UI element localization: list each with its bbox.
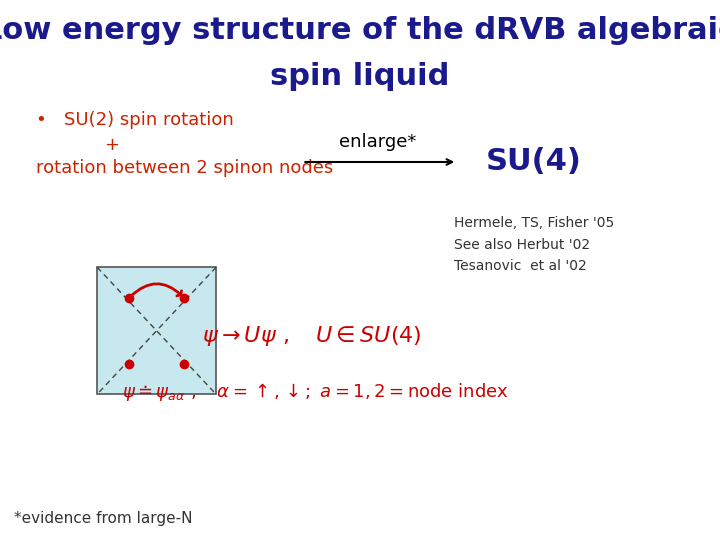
Text: $\psi \rightarrow U\psi\ ,\quad U \in SU(4)$: $\psi \rightarrow U\psi\ ,\quad U \in SU… [202, 324, 421, 348]
Text: enlarge*: enlarge* [339, 133, 417, 151]
Text: *evidence from large-N: *evidence from large-N [14, 511, 193, 526]
Text: Hermele, TS, Fisher '05
See also Herbut '02
Tesanovic  et al '02: Hermele, TS, Fisher '05 See also Herbut … [454, 216, 614, 273]
Text: •   SU(2) spin rotation: • SU(2) spin rotation [36, 111, 234, 129]
Text: Low energy structure of the dRVB algebraic: Low energy structure of the dRVB algebra… [0, 16, 720, 45]
Bar [97, 267, 216, 394]
Text: $\psi \doteq \psi_{a\alpha}\ ,\quad \alpha=\uparrow,\downarrow;\ a=1,2=\mathrm{n: $\psi \doteq \psi_{a\alpha}\ ,\quad \alp… [122, 381, 509, 403]
Text: SU(4): SU(4) [486, 147, 582, 177]
Text: rotation between 2 spinon nodes: rotation between 2 spinon nodes [36, 159, 333, 177]
Text: +: + [36, 136, 120, 154]
Text: spin liquid: spin liquid [270, 62, 450, 91]
